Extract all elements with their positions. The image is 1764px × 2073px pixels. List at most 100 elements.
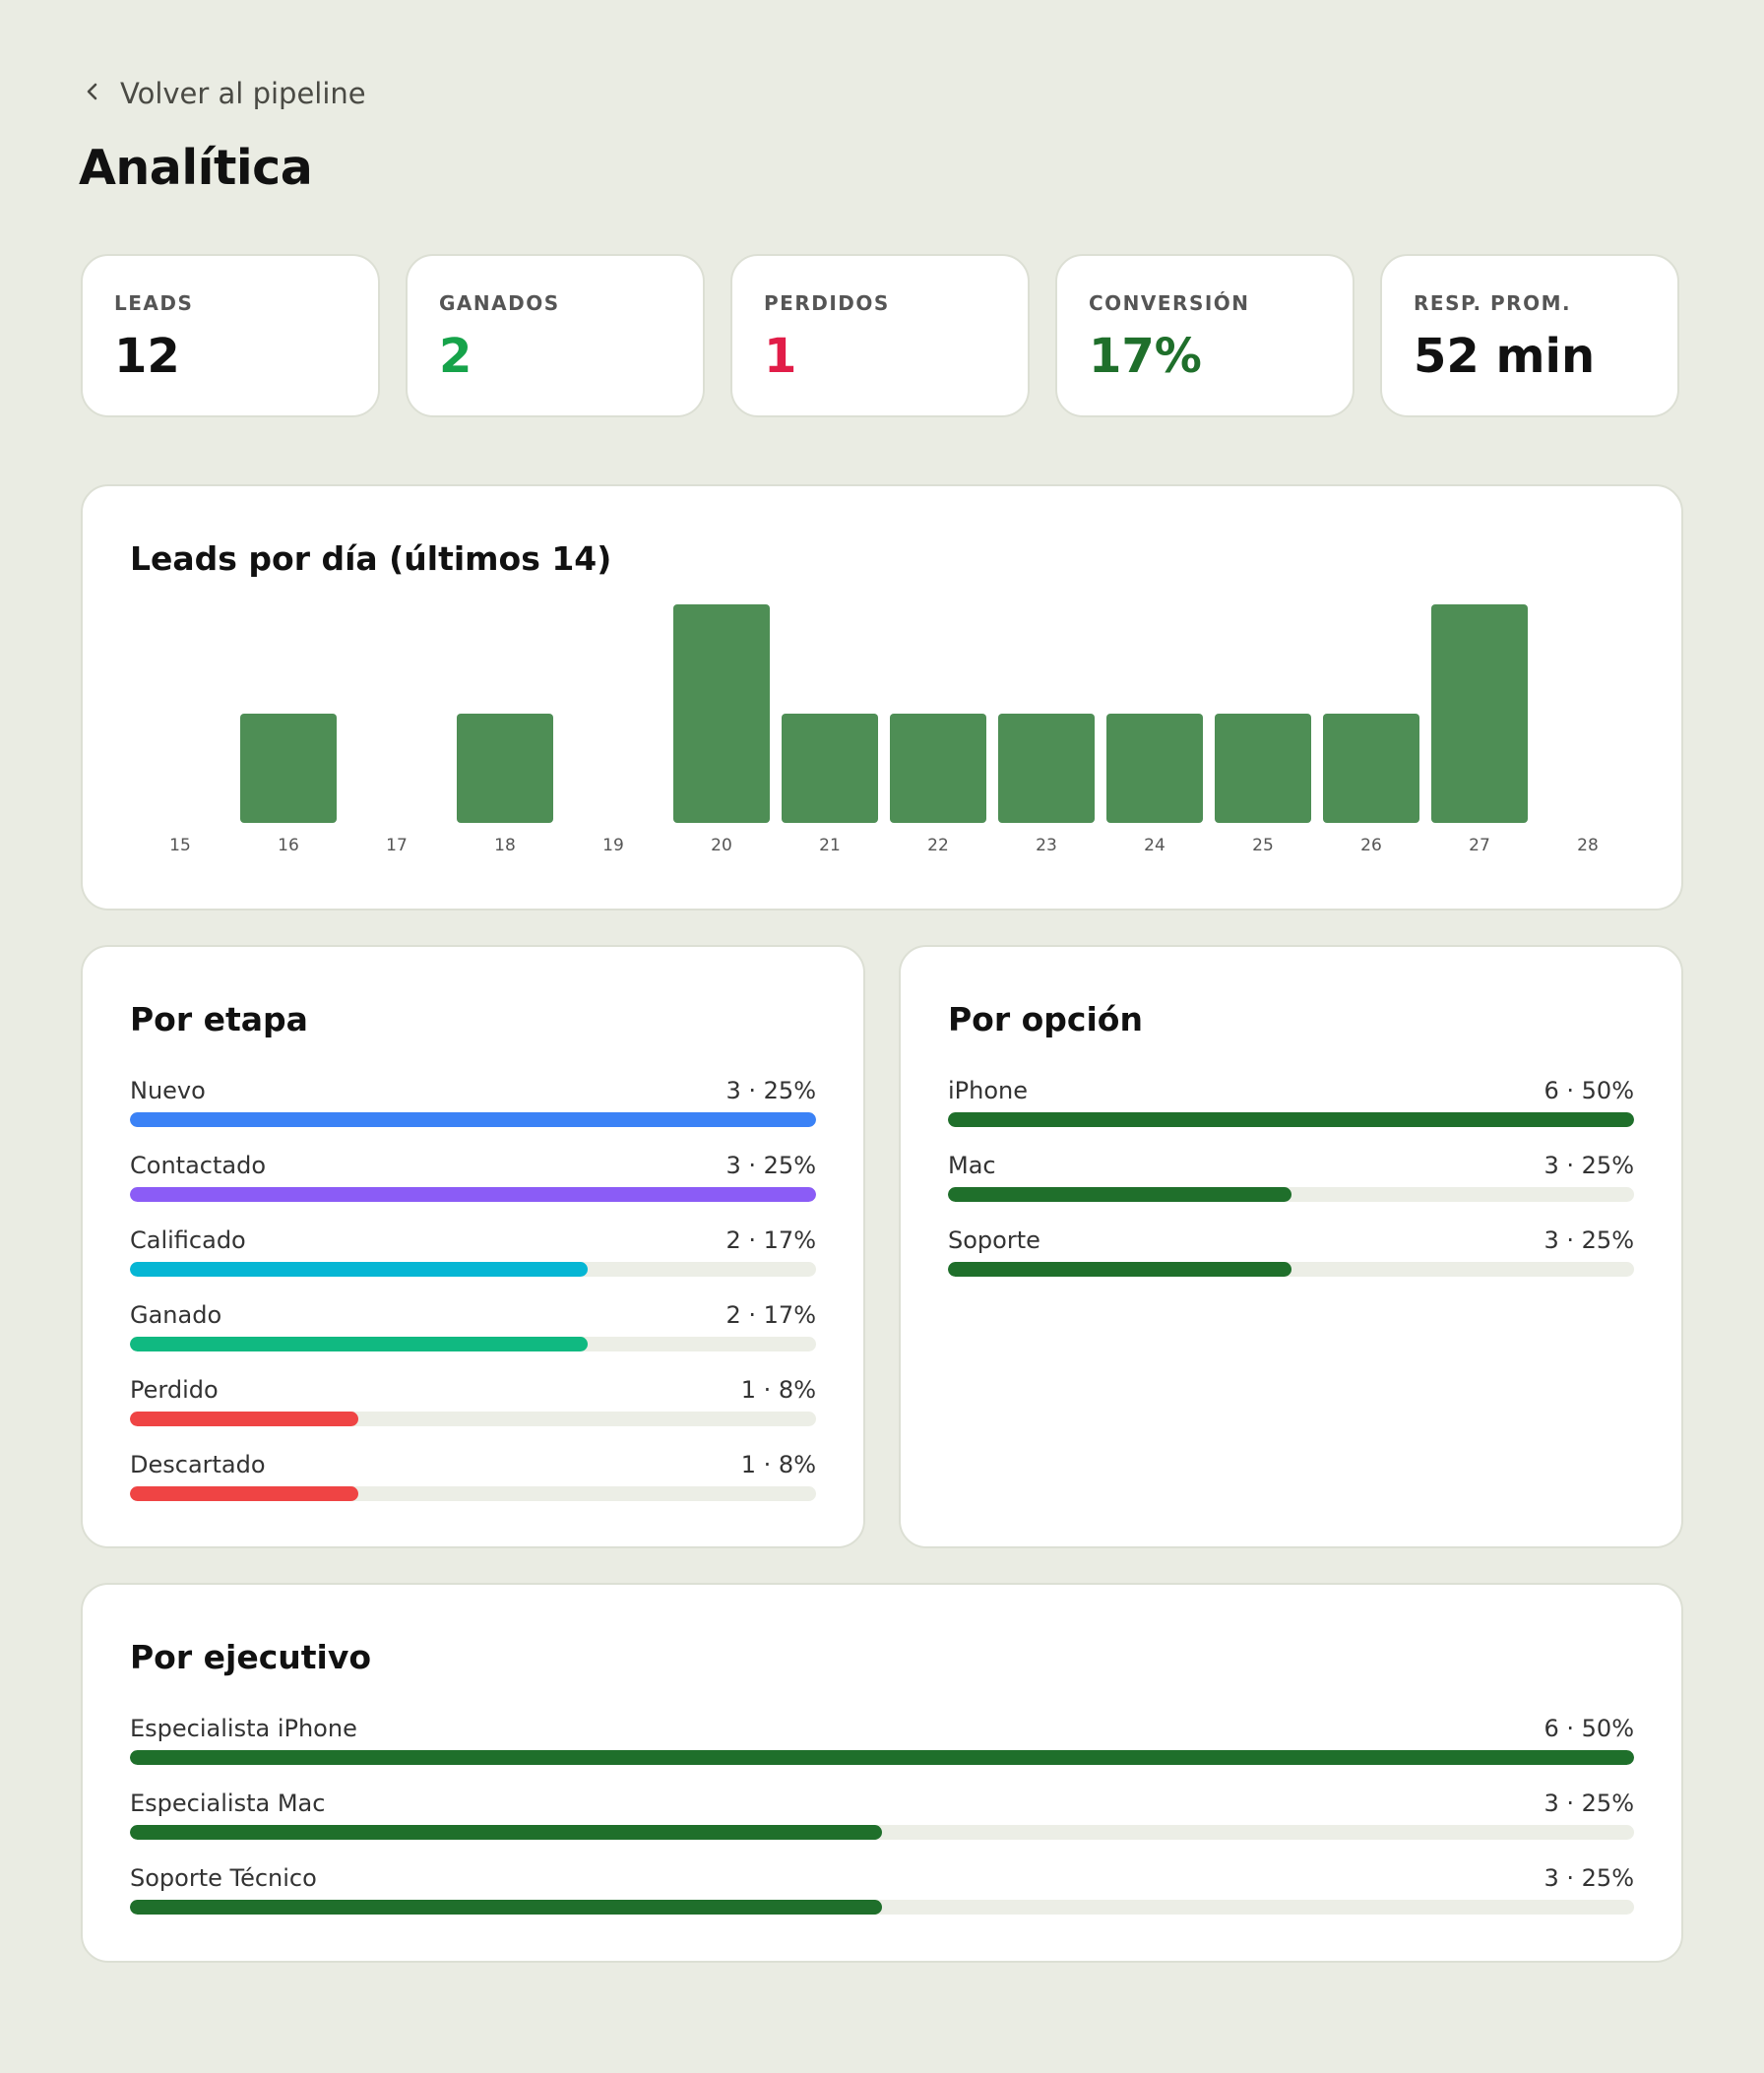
progress-fill: [130, 1825, 882, 1840]
breakdown-value: 3 · 25%: [1544, 1790, 1635, 1817]
back-link-label: Volver al pipeline: [120, 77, 366, 110]
breakdown-value: 2 · 17%: [725, 1301, 817, 1329]
progress-track: [130, 1750, 1634, 1765]
chart-x-tick-label: 26: [1360, 836, 1382, 855]
progress-track: [130, 1262, 816, 1277]
kpi-value: 12: [114, 329, 180, 384]
card-title: Por ejecutivo: [130, 1638, 372, 1676]
progress-track: [130, 1486, 816, 1501]
progress-track: [948, 1262, 1634, 1277]
progress-fill: [130, 1112, 816, 1127]
progress-fill: [130, 1750, 1634, 1765]
breakdown-row-header: Perdido 1 · 8%: [130, 1372, 816, 1408]
breakdown-label: Nuevo: [130, 1077, 206, 1104]
by-executive-card: Por ejecutivo Especialista iPhone 6 · 50%…: [81, 1583, 1683, 1963]
breakdown-row: Nuevo 3 · 25%: [130, 1073, 816, 1148]
chart-bar-21: [782, 714, 878, 823]
progress-fill: [130, 1486, 359, 1501]
breakdown-label: Soporte: [948, 1226, 1040, 1254]
progress-fill: [130, 1262, 588, 1277]
kpi-card-won: GANADOS 2: [406, 254, 705, 417]
chart-title: Leads por día (últimos 14): [130, 539, 612, 578]
breakdown-label: Especialista Mac: [130, 1790, 326, 1817]
breakdown-label: Perdido: [130, 1376, 219, 1404]
breakdown-row-header: Mac 3 · 25%: [948, 1148, 1634, 1183]
breakdown-label: Soporte Técnico: [130, 1864, 317, 1892]
progress-track: [948, 1187, 1634, 1202]
progress-fill: [948, 1187, 1292, 1202]
progress-track: [130, 1900, 1634, 1915]
progress-fill: [948, 1262, 1292, 1277]
breakdown-value: 2 · 17%: [725, 1226, 817, 1254]
breakdown-value: 1 · 8%: [740, 1451, 816, 1478]
chart-x-tick-label: 15: [169, 836, 191, 855]
breakdown-row-header: Especialista Mac 3 · 25%: [130, 1786, 1634, 1821]
chart-bar-25: [1215, 714, 1311, 823]
breakdown-row-header: iPhone 6 · 50%: [948, 1073, 1634, 1108]
kpi-label: LEADS: [114, 291, 194, 315]
breakdown-label: Ganado: [130, 1301, 222, 1329]
breakdown-value: 3 · 25%: [725, 1152, 817, 1179]
breakdown-row: Calificado 2 · 17%: [130, 1223, 816, 1297]
back-to-pipeline-link[interactable]: Volver al pipeline: [81, 77, 366, 110]
breakdown-row: iPhone 6 · 50%: [948, 1073, 1634, 1148]
progress-track: [130, 1337, 816, 1351]
breakdown-row-header: Ganado 2 · 17%: [130, 1297, 816, 1333]
breakdown-label: Calificado: [130, 1226, 246, 1254]
progress-fill: [130, 1337, 588, 1351]
breakdown-value: 6 · 50%: [1544, 1077, 1635, 1104]
chart-bar-18: [457, 714, 553, 823]
chart-x-tick-label: 19: [602, 836, 624, 855]
chart-x-tick-label: 25: [1252, 836, 1274, 855]
chevron-left-icon: [81, 77, 104, 110]
breakdown-value: 3 · 25%: [1544, 1864, 1635, 1892]
breakdown-row: Soporte Técnico 3 · 25%: [130, 1860, 1634, 1935]
breakdown-row: Especialista Mac 3 · 25%: [130, 1786, 1634, 1860]
chart-x-tick-label: 23: [1036, 836, 1057, 855]
page-title: Analítica: [79, 140, 313, 196]
kpi-card-lost: PERDIDOS 1: [730, 254, 1030, 417]
chart-x-tick-label: 21: [819, 836, 841, 855]
breakdown-value: 3 · 25%: [1544, 1226, 1635, 1254]
leads-per-day-card: Leads por día (últimos 14) 15 16 17 18 19 20 2…: [81, 484, 1683, 911]
breakdown-row: Soporte 3 · 25%: [948, 1223, 1634, 1297]
progress-fill: [948, 1112, 1634, 1127]
kpi-value: 52 min: [1414, 329, 1596, 384]
leads-per-day-chart: 15 16 17 18 19 20 21 22 23 24 25 26 27 28: [169, 604, 1599, 855]
breakdown-value: 1 · 8%: [740, 1376, 816, 1404]
kpi-value: 17%: [1089, 329, 1202, 384]
breakdown-row: Ganado 2 · 17%: [130, 1297, 816, 1372]
breakdown-row: Descartado 1 · 8%: [130, 1447, 816, 1522]
breakdown-label: Descartado: [130, 1451, 266, 1478]
chart-bar-24: [1106, 714, 1203, 823]
by-stage-list: Nuevo 3 · 25% Contactado 3 · 25% Calificado 2…: [130, 1073, 816, 1522]
chart-bar-27: [1431, 604, 1528, 823]
breakdown-value: 3 · 25%: [725, 1077, 817, 1104]
by-stage-card: Por etapa Nuevo 3 · 25% Contactado 3 · 25% C…: [81, 945, 865, 1548]
kpi-label: GANADOS: [439, 291, 560, 315]
chart-x-tick-label: 20: [711, 836, 732, 855]
progress-track: [130, 1825, 1634, 1840]
chart-bar-23: [998, 714, 1095, 823]
by-option-card: Por opción iPhone 6 · 50% Mac 3 · 25% Soport…: [899, 945, 1683, 1548]
kpi-card-conversion: CONVERSIÓN 17%: [1055, 254, 1354, 417]
card-title: Por etapa: [130, 1000, 308, 1038]
progress-track: [130, 1112, 816, 1127]
progress-fill: [130, 1900, 882, 1915]
progress-track: [130, 1187, 816, 1202]
breakdown-row: Contactado 3 · 25%: [130, 1148, 816, 1223]
breakdown-row-header: Descartado 1 · 8%: [130, 1447, 816, 1482]
chart-x-tick-label: 16: [278, 836, 299, 855]
breakdown-row-header: Soporte Técnico 3 · 25%: [130, 1860, 1634, 1896]
breakdown-label: iPhone: [948, 1077, 1029, 1104]
chart-x-tick-label: 18: [494, 836, 516, 855]
breakdown-label: Mac: [948, 1152, 996, 1179]
chart-bar-22: [890, 714, 986, 823]
progress-fill: [130, 1187, 816, 1202]
breakdown-label: Contactado: [130, 1152, 266, 1179]
breakdown-row-header: Soporte 3 · 25%: [948, 1223, 1634, 1258]
breakdown-row: Mac 3 · 25%: [948, 1148, 1634, 1223]
kpi-value: 1: [764, 329, 797, 384]
breakdown-row-header: Nuevo 3 · 25%: [130, 1073, 816, 1108]
breakdown-value: 6 · 50%: [1544, 1715, 1635, 1742]
